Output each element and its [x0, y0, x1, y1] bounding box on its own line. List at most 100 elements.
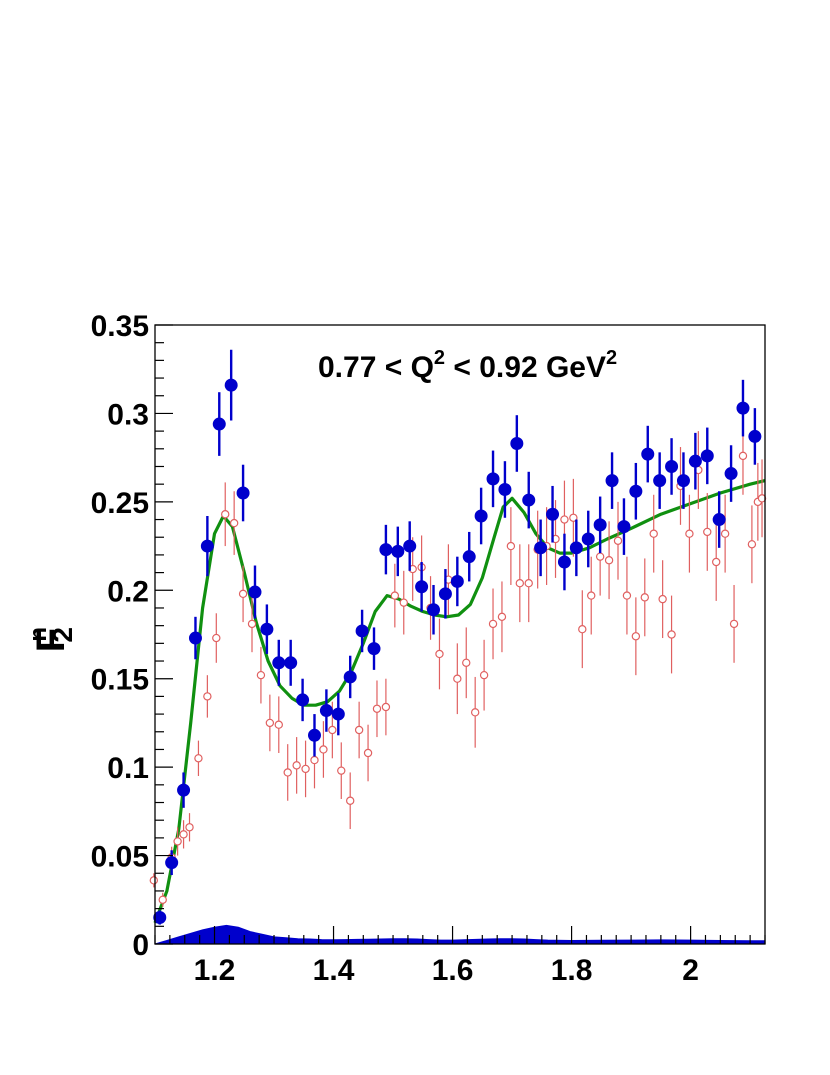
y-tick-label: 0.05 — [91, 841, 149, 874]
open-circle-marker — [515, 579, 525, 588]
open-circle-marker — [203, 692, 212, 701]
open-circle-marker — [238, 589, 248, 599]
y-axis-label: F — [29, 628, 73, 652]
open-circle-point — [587, 556, 596, 635]
filled-circle-marker — [391, 544, 405, 558]
filled-circle-point — [534, 519, 548, 577]
filled-circle-point — [676, 452, 690, 509]
open-circle-point — [578, 590, 587, 669]
filled-circle-point — [343, 655, 357, 699]
filled-circle-point — [188, 616, 202, 660]
filled-circle-marker — [676, 474, 690, 488]
filled-circle-point — [641, 425, 655, 483]
open-circle-point — [658, 560, 667, 639]
filled-circle-point — [712, 491, 726, 548]
filled-circle-marker — [557, 555, 571, 569]
filled-circle-point — [224, 349, 238, 421]
filled-circle-point — [450, 556, 464, 607]
filled-circle-point — [355, 609, 369, 653]
filled-circle-point — [724, 445, 738, 502]
open-circle-point — [238, 565, 248, 623]
filled-circle-point — [284, 639, 298, 686]
open-circle-marker — [381, 702, 391, 712]
filled-circle-point — [415, 561, 429, 612]
filled-circle-point — [748, 408, 762, 465]
open-circle-point — [292, 737, 301, 794]
filled-circle-point — [617, 498, 631, 555]
filled-circle-marker — [581, 532, 595, 546]
open-circle-point — [515, 544, 525, 623]
model-curve-layer — [153, 479, 766, 924]
open-circle-point — [435, 618, 444, 690]
open-circle-marker — [173, 837, 182, 846]
open-circle-marker — [158, 895, 167, 904]
filled-circle-point — [260, 604, 274, 654]
filled-circle-point — [367, 627, 381, 670]
filled-circle-point — [700, 427, 714, 485]
filled-circle-point — [498, 461, 512, 518]
open-circle-point — [301, 740, 310, 798]
open-circle-marker — [470, 708, 480, 717]
open-circle-point — [346, 772, 355, 830]
open-circle-point — [631, 597, 641, 676]
open-circle-marker — [256, 670, 266, 680]
open-circle-marker — [247, 619, 257, 629]
open-circle-marker — [319, 745, 328, 754]
open-circle-point — [337, 742, 346, 799]
open-circle-marker — [640, 593, 649, 602]
x-tick-label: 1.8 — [551, 954, 593, 987]
filled-circle-marker — [569, 541, 583, 555]
filled-circle-marker — [260, 622, 274, 636]
filled-circle-point — [629, 462, 643, 520]
filled-circle-marker — [450, 574, 464, 588]
open-circle-marker — [229, 518, 239, 528]
filled-circle-marker — [605, 474, 619, 488]
filled-circle-marker — [736, 401, 750, 415]
open-circle-marker — [622, 591, 632, 600]
model-curve — [153, 479, 766, 924]
open-circle-point — [247, 595, 257, 653]
open-circle-marker — [399, 598, 408, 607]
open-circle-marker — [194, 754, 203, 763]
open-circle-point — [640, 558, 649, 637]
open-circle-marker — [310, 755, 319, 765]
open-circle-point — [604, 521, 614, 600]
open-circle-marker — [685, 529, 694, 538]
y-tick-label: 0.3 — [107, 398, 149, 431]
open-circle-point — [179, 820, 188, 849]
open-circle-point — [712, 523, 721, 601]
open-circle-marker — [595, 552, 605, 561]
filled-circle-marker — [724, 467, 738, 481]
open-circle-point — [319, 721, 328, 778]
filled-circle-point — [403, 521, 417, 571]
filled-circle-marker — [188, 631, 202, 645]
open-circle-marker — [265, 718, 275, 728]
filled-circle-point — [236, 464, 250, 522]
open-circle-point — [221, 482, 230, 547]
open-circle-point — [497, 581, 507, 653]
open-circle-marker — [738, 451, 748, 461]
open-circle-marker — [729, 619, 739, 629]
filled-circle-marker — [522, 493, 536, 507]
open-circle-marker — [221, 510, 230, 519]
open-circle-point — [667, 595, 676, 674]
filled-circle-marker — [355, 624, 369, 638]
filled-circle-marker — [248, 585, 262, 599]
filled-circle-marker — [462, 550, 476, 564]
filled-circle-point — [307, 714, 321, 757]
systematic-error-band — [154, 924, 766, 945]
filled-circle-point — [605, 452, 619, 509]
filled-circle-point — [546, 485, 560, 543]
open-circle-point — [453, 643, 462, 715]
filled-circle-marker — [200, 539, 214, 553]
y-tick-label: 0.35 — [91, 310, 149, 343]
filled-circle-marker — [629, 484, 643, 498]
filled-circle-point — [272, 639, 286, 686]
filled-circle-point — [462, 531, 476, 582]
filled-circle-marker — [474, 509, 488, 523]
plot-frame — [154, 324, 766, 945]
systematic-band-layer — [154, 924, 766, 945]
filled-circle-marker — [367, 642, 381, 656]
open-circle-point — [354, 701, 364, 759]
